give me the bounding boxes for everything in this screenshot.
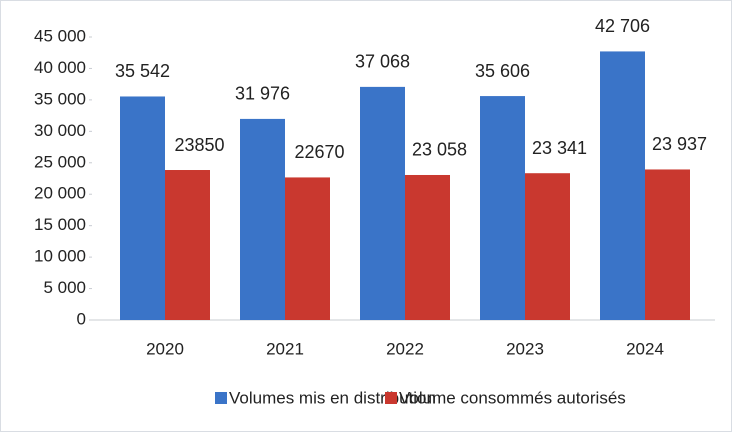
x-tick-label: 2020 <box>146 339 184 358</box>
bar <box>120 96 165 320</box>
bar <box>600 51 645 321</box>
y-tick-label: 45 000 <box>34 26 86 45</box>
y-tick-label: 5 000 <box>43 278 86 297</box>
legend-swatch <box>385 392 397 404</box>
data-label: 23 341 <box>532 138 587 158</box>
bar <box>645 169 690 320</box>
data-label: 35 606 <box>475 61 530 81</box>
data-label: 37 068 <box>355 52 410 72</box>
y-tick-label: 40 000 <box>34 58 86 77</box>
legend-label: Volumes mis en distribution <box>229 388 436 407</box>
bar <box>480 96 525 320</box>
x-tick-label: 2023 <box>506 339 544 358</box>
y-tick-label: 0 <box>77 309 86 328</box>
x-tick-label: 2022 <box>386 339 424 358</box>
bar <box>240 118 285 320</box>
bar <box>360 86 405 320</box>
y-tick-label: 10 000 <box>34 247 86 266</box>
data-label: 22670 <box>294 142 344 162</box>
y-tick-label: 35 000 <box>34 89 86 108</box>
data-label: 23 937 <box>652 134 707 154</box>
data-label: 31 976 <box>235 84 290 104</box>
bar <box>525 173 570 320</box>
data-label: 23850 <box>174 135 224 155</box>
y-tick-label: 20 000 <box>34 184 86 203</box>
y-tick-label: 25 000 <box>34 152 86 171</box>
bar <box>165 170 210 320</box>
data-label: 35 542 <box>115 61 170 81</box>
data-label: 23 058 <box>412 140 467 160</box>
legend-label: Volume consommés autorisés <box>399 388 626 407</box>
bar <box>405 174 450 320</box>
data-label: 42 706 <box>595 16 650 36</box>
x-tick-label: 2021 <box>266 339 304 358</box>
y-tick-label: 15 000 <box>34 215 86 234</box>
y-tick-label: 30 000 <box>34 121 86 140</box>
x-tick-label: 2024 <box>626 339 664 358</box>
legend-swatch <box>215 392 227 404</box>
bar <box>285 177 330 320</box>
